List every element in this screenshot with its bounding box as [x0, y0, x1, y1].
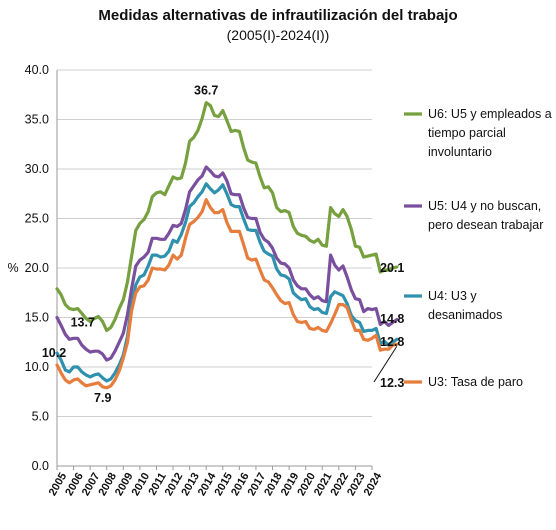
data-label: 13.7 [71, 315, 95, 329]
chart-subtitle: (2005(I)-2024(I)) [226, 27, 330, 43]
y-tick-label: 0.0 [32, 459, 49, 473]
end-label: 12.8 [380, 335, 404, 349]
y-tick-label: 5.0 [32, 410, 49, 424]
series-line-1 [55, 101, 399, 332]
y-axis-label: % [7, 261, 18, 275]
series-line-3 [55, 182, 399, 383]
y-tick-label: 35.0 [25, 113, 49, 127]
legend-label: U6: U5 y empleados a [428, 107, 552, 121]
end-label: 20.1 [380, 261, 404, 275]
y-tick-label: 40.0 [25, 63, 49, 77]
y-tick-label: 30.0 [25, 162, 49, 176]
end-label: 12.3 [380, 376, 404, 390]
data-label: 10.2 [42, 346, 66, 360]
legend-label: pero desean trabajar [428, 218, 543, 232]
legend-label: tiempo parcial [428, 126, 506, 140]
end-label-leader [373, 345, 398, 383]
legend-label: U5: U4 y no buscan, [428, 199, 541, 213]
legend-label: U3: Tasa de paro [428, 375, 523, 389]
series-line-4 [55, 198, 399, 390]
legend-label: desanimados [428, 308, 502, 322]
data-label: 36.7 [194, 84, 218, 98]
legend-label: involuntario [428, 145, 492, 159]
y-tick-label: 25.0 [25, 212, 49, 226]
y-tick-label: 15.0 [25, 311, 49, 325]
chart-title: Medidas alternativas de infrautilización… [98, 7, 458, 24]
y-tick-label: 20.0 [25, 261, 49, 275]
x-tick-label: 2024 [362, 470, 385, 498]
legend-label: U4: U3 y [428, 289, 477, 303]
data-label: 7.9 [94, 391, 111, 405]
series-line-2 [55, 165, 399, 362]
end-label: 14.8 [380, 312, 404, 326]
y-tick-label: 10.0 [25, 360, 49, 374]
